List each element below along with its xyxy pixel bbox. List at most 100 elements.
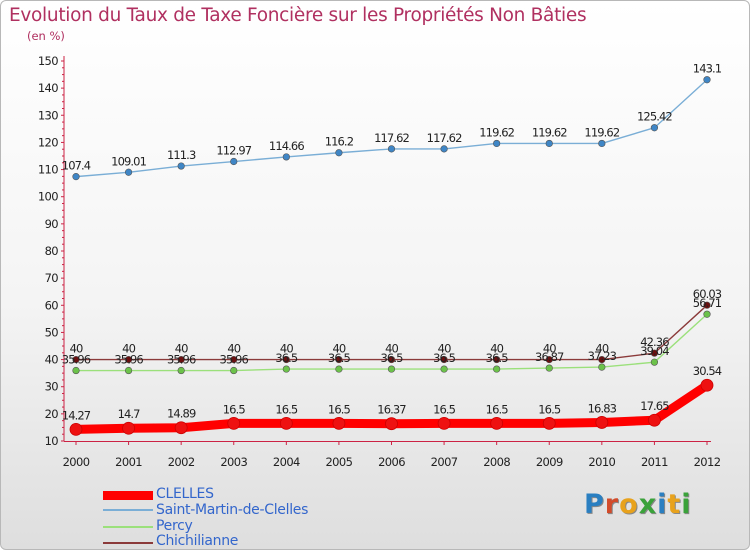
y-minor-tick xyxy=(62,203,64,204)
y-minor-tick xyxy=(62,80,64,82)
data-label: 14.89 xyxy=(167,407,196,421)
data-label: 119.62 xyxy=(532,125,567,139)
y-minor-tick xyxy=(62,311,64,313)
data-point xyxy=(598,363,606,371)
data-label: 37.23 xyxy=(588,349,617,363)
data-point xyxy=(703,301,711,309)
data-label: 35.96 xyxy=(167,353,196,367)
data-label: 40 xyxy=(280,342,293,356)
y-minor-tick xyxy=(62,372,64,374)
data-point xyxy=(598,139,606,148)
data-point xyxy=(650,124,659,132)
logo-letter: r xyxy=(604,489,620,520)
data-point xyxy=(230,366,238,375)
data-label: 40 xyxy=(70,342,83,356)
y-minor-tick xyxy=(62,67,64,69)
y-tick-label: 140 xyxy=(38,81,58,95)
y-tick-label: 60 xyxy=(45,298,59,312)
y-minor-tick xyxy=(62,298,64,299)
data-label: 40 xyxy=(595,342,608,356)
legend-label-chichilianne: Chichilianne xyxy=(156,533,239,549)
data-label: 40 xyxy=(332,342,345,356)
data-point xyxy=(72,173,80,181)
y-tick-label: 80 xyxy=(45,244,59,258)
x-tick-label: 2000 xyxy=(63,455,90,469)
data-point xyxy=(545,355,553,364)
data-label: 16.5 xyxy=(433,402,456,416)
data-label: 16.5 xyxy=(328,402,351,416)
logo-letter: P xyxy=(584,489,605,520)
data-point xyxy=(124,168,133,176)
data-label: 112.97 xyxy=(216,144,251,158)
y-minor-tick xyxy=(62,216,64,218)
y-minor-tick xyxy=(62,345,64,347)
data-point xyxy=(227,416,241,430)
axes: 10 20 30 40 50 60 70 80 90 100 110 120 130 140 150 2000… xyxy=(38,54,721,469)
x-tick-label: 2004 xyxy=(273,455,300,469)
data-label: 36.5 xyxy=(328,351,351,365)
data-label: 42.36 xyxy=(640,335,669,349)
y-tick-label: 100 xyxy=(38,190,58,204)
data-point xyxy=(69,423,83,436)
data-label: 16.37 xyxy=(377,403,406,417)
y-tick-label: 90 xyxy=(45,217,59,231)
data-label: 16.5 xyxy=(223,402,246,416)
data-label: 16.5 xyxy=(486,402,509,416)
y-minor-tick xyxy=(62,257,64,259)
data-label: 40 xyxy=(543,342,556,356)
data-label: 111.3 xyxy=(167,148,196,162)
data-label: 116.2 xyxy=(325,135,354,149)
data-label: 36.5 xyxy=(486,351,509,365)
legend-label-percy: Percy xyxy=(156,518,193,534)
data-point xyxy=(387,145,396,153)
legend-label-clelles: CLELLES xyxy=(156,486,214,502)
data-label: 36.87 xyxy=(535,350,564,364)
data-label: 36.5 xyxy=(380,351,403,365)
x-tick-label: 2003 xyxy=(220,455,247,469)
y-minor-tick xyxy=(62,148,64,150)
data-point xyxy=(335,355,343,364)
data-point xyxy=(282,355,290,364)
data-label: 40 xyxy=(438,342,451,356)
data-point xyxy=(440,355,448,364)
data-point xyxy=(650,358,659,366)
data-point xyxy=(122,421,135,435)
y-minor-tick xyxy=(62,284,64,286)
y-minor-tick xyxy=(62,230,64,232)
data-label: 56.71 xyxy=(693,296,722,310)
data-point xyxy=(385,417,398,431)
data-label: 16.5 xyxy=(275,402,298,416)
y-minor-tick xyxy=(62,175,64,177)
y-minor-tick xyxy=(62,379,64,381)
y-minor-tick xyxy=(62,393,64,394)
data-label: 119.62 xyxy=(479,125,514,139)
y-minor-tick xyxy=(62,121,64,123)
data-label: 14.27 xyxy=(62,408,91,422)
data-point xyxy=(279,416,293,430)
data-point xyxy=(387,355,396,364)
data-point xyxy=(493,365,501,373)
y-minor-tick xyxy=(62,182,64,184)
data-label: 40 xyxy=(227,342,240,356)
y-minor-tick xyxy=(62,243,64,245)
data-point xyxy=(700,378,714,392)
data-point xyxy=(440,145,448,153)
legend-line-clelles xyxy=(103,491,153,500)
data-point xyxy=(177,366,185,375)
x-tick-label: 2005 xyxy=(325,455,352,469)
logo-letter: x xyxy=(638,489,658,520)
data-label: 39.04 xyxy=(640,344,669,358)
y-tick-label: 150 xyxy=(38,54,58,68)
y-minor-tick xyxy=(62,74,64,76)
data-point xyxy=(332,416,346,430)
y-minor-tick xyxy=(62,155,64,157)
y-minor-tick xyxy=(62,426,64,428)
data-label: 16.83 xyxy=(588,401,617,415)
y-minor-tick xyxy=(62,94,64,96)
y-minor-tick xyxy=(62,365,64,367)
data-point xyxy=(72,366,80,375)
legend-line-saint-martin xyxy=(103,509,153,511)
data-point xyxy=(230,355,238,364)
